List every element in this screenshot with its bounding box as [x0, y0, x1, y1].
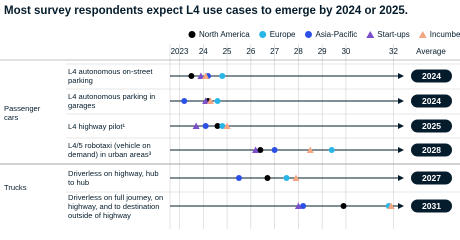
marker	[264, 175, 271, 181]
row-label: Driverless on highway, hub to hub	[68, 169, 159, 187]
marker	[223, 122, 231, 129]
marker	[197, 72, 205, 79]
average-value: 2027	[422, 173, 441, 183]
legend-marker	[366, 31, 375, 38]
row-label: L4 autonomous on-street parking	[68, 67, 153, 85]
marker	[235, 175, 242, 181]
group-label: Passenger cars	[4, 104, 41, 122]
chart: Most survey respondents expect L4 use ca…	[0, 5, 460, 229]
marker	[328, 147, 335, 153]
row-arrow	[398, 123, 404, 129]
average-pill	[411, 69, 452, 83]
marker	[271, 147, 278, 153]
marker	[214, 123, 221, 129]
legend-marker	[259, 31, 267, 38]
legend-label: Asia-Pacific	[315, 30, 357, 39]
average-pill	[411, 94, 452, 108]
legend-label: Start-ups	[377, 30, 409, 39]
average-value: 2024	[422, 71, 441, 81]
legend-label: Europe	[270, 30, 296, 39]
average-value: 2025	[422, 121, 441, 131]
marker	[294, 202, 302, 209]
row-label: L4 highway pilot¹	[68, 121, 125, 131]
marker	[219, 73, 226, 79]
marker	[206, 97, 214, 104]
group-label: Trucks	[4, 183, 27, 192]
average-pill	[411, 143, 452, 157]
legend-label: Incumbents	[430, 30, 460, 39]
row-label: L4 autonomous parking in garages	[68, 92, 156, 110]
row-arrow	[398, 147, 404, 153]
marker	[387, 202, 395, 209]
marker	[192, 122, 200, 129]
row-arrow	[398, 203, 404, 209]
marker	[202, 72, 210, 79]
legend-marker	[188, 31, 196, 38]
marker	[188, 73, 195, 79]
legend-marker	[304, 31, 312, 38]
marker	[292, 174, 300, 181]
marker	[257, 147, 264, 153]
row-label: L4/5 robotaxi (vehicle on demand) in urb…	[68, 141, 152, 159]
legend-label: North America	[199, 30, 250, 39]
marker	[340, 203, 347, 209]
marker	[181, 98, 188, 104]
row-label: Driverless on full journey, on highway, …	[68, 192, 164, 220]
marker	[214, 98, 221, 104]
chart-title: Most survey respondents expect L4 use ca…	[4, 5, 408, 17]
row-arrow	[398, 73, 404, 79]
legend-marker	[418, 31, 427, 38]
average-value: 2031	[422, 201, 441, 211]
row-arrow	[398, 175, 404, 181]
marker	[219, 123, 226, 129]
chart-canvas: Most survey respondents expect L4 use ca…	[0, 5, 460, 229]
average-pill	[411, 119, 452, 133]
marker	[283, 175, 290, 181]
average-pill	[411, 199, 452, 213]
marker	[202, 97, 210, 104]
average-pill	[411, 171, 452, 185]
row-arrow	[398, 98, 404, 104]
average-value: 2028	[422, 145, 441, 155]
marker	[202, 123, 209, 129]
average-value: 2024	[422, 96, 441, 106]
marker	[300, 203, 307, 209]
marker	[252, 146, 260, 153]
marker	[306, 146, 314, 153]
average-header: Average	[416, 47, 446, 56]
